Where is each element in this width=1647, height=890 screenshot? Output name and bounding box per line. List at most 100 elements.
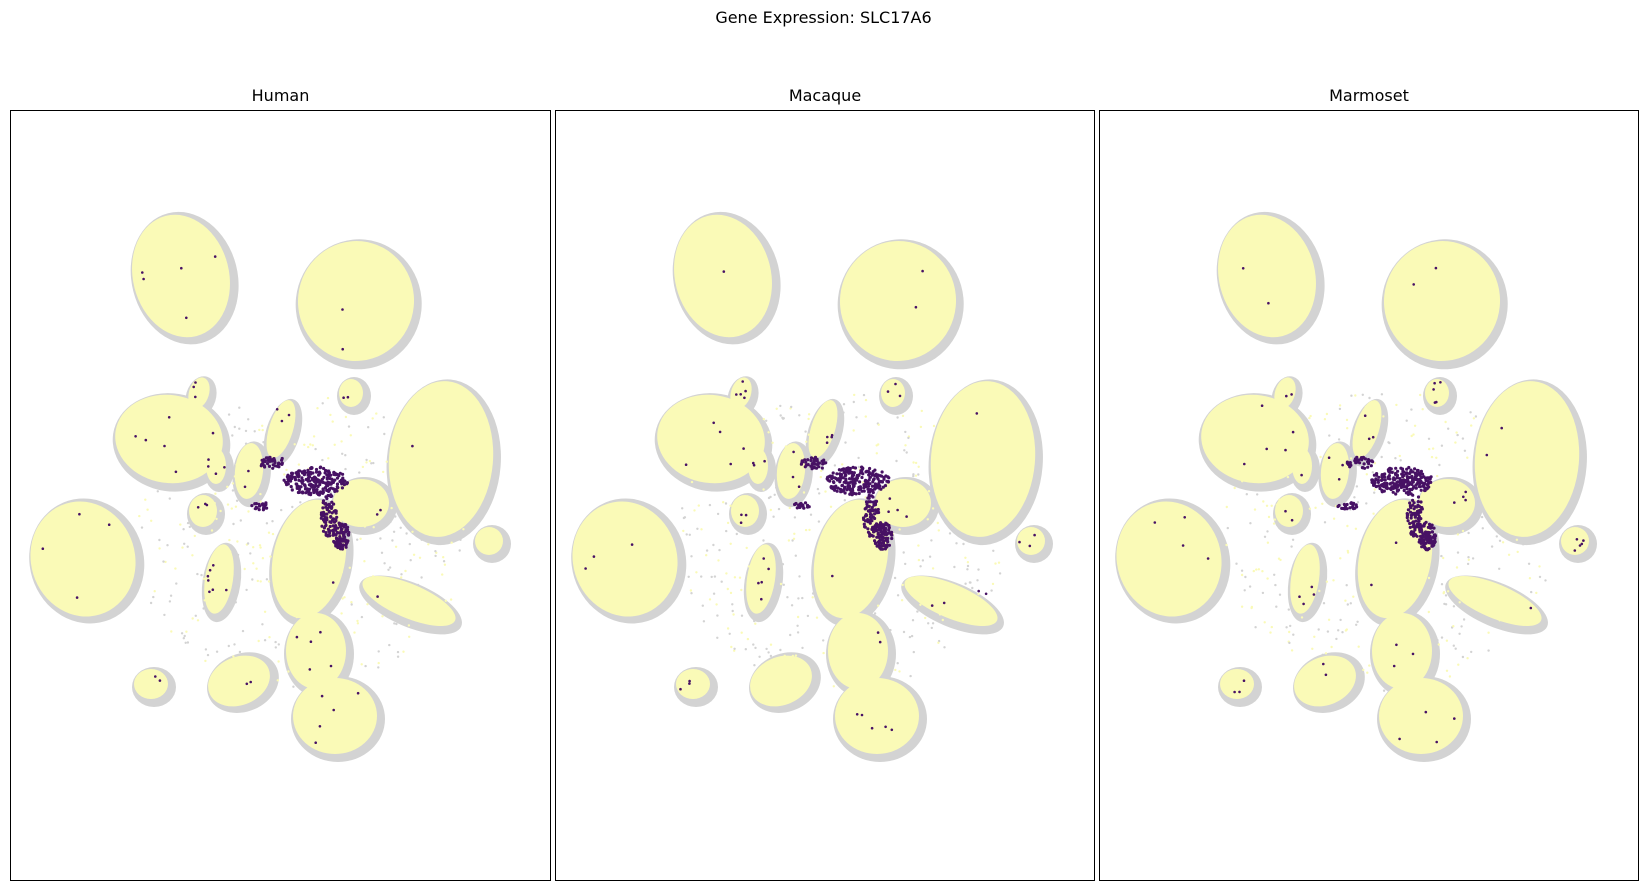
cell-point bbox=[1245, 493, 1248, 496]
expressing-cell-point bbox=[332, 708, 336, 712]
cell-point bbox=[423, 627, 427, 631]
cell-point bbox=[733, 649, 736, 652]
expressing-cell-point bbox=[154, 675, 157, 678]
cell-point bbox=[263, 639, 267, 642]
cell-point bbox=[682, 529, 685, 533]
expressing-cell-point bbox=[860, 475, 864, 480]
cell-point bbox=[1326, 630, 1330, 633]
cell-point bbox=[274, 640, 277, 644]
cell-point bbox=[816, 487, 820, 491]
expressing-cell-point bbox=[225, 588, 228, 592]
expressing-cell-point bbox=[1429, 526, 1433, 530]
cell-point bbox=[1293, 529, 1296, 533]
expressing-cell-point bbox=[1417, 504, 1421, 508]
cell-point bbox=[233, 643, 236, 646]
expressing-cell-point bbox=[320, 694, 324, 698]
cell-point bbox=[1410, 408, 1413, 411]
expressing-cell-point bbox=[1433, 533, 1437, 537]
cell-point bbox=[356, 619, 359, 623]
cell-point bbox=[793, 532, 796, 535]
cell-point bbox=[1338, 407, 1342, 411]
cell-point bbox=[912, 474, 915, 478]
cell-point bbox=[333, 443, 336, 446]
expressing-cell-point bbox=[1575, 538, 1579, 541]
cell-point bbox=[1313, 635, 1316, 638]
cell-point bbox=[796, 631, 800, 634]
expressing-cell-point bbox=[313, 480, 317, 484]
cell-point bbox=[1309, 414, 1312, 418]
cell-point bbox=[343, 596, 346, 599]
cell-point bbox=[769, 508, 772, 512]
cell-point bbox=[1373, 491, 1376, 494]
cell-point bbox=[366, 603, 369, 606]
cell-point bbox=[1332, 579, 1335, 582]
expressing-cell-point bbox=[321, 499, 326, 503]
cell-point bbox=[408, 542, 411, 546]
cell-point bbox=[321, 458, 324, 462]
expressing-cell-point bbox=[301, 478, 305, 483]
cell-point bbox=[700, 528, 703, 531]
cell-point bbox=[255, 567, 258, 570]
cell-point bbox=[864, 415, 867, 418]
expressing-cell-point bbox=[1395, 480, 1399, 485]
expressing-cell-point bbox=[873, 487, 877, 491]
cell-point bbox=[202, 577, 206, 580]
low-expression-cells bbox=[30, 214, 503, 754]
expressing-cell-point bbox=[223, 466, 226, 469]
expressing-cell-point bbox=[1420, 540, 1424, 545]
expressing-cell-point bbox=[1421, 524, 1425, 528]
expressing-cell-point bbox=[877, 535, 881, 539]
cell-point bbox=[1540, 534, 1544, 538]
cell-point bbox=[781, 563, 785, 566]
cell-point bbox=[299, 501, 302, 504]
cell-point bbox=[896, 416, 899, 419]
expressing-cell-point bbox=[324, 468, 328, 473]
cell-cluster bbox=[1372, 613, 1432, 689]
expressing-cell-point bbox=[285, 483, 289, 487]
expressing-cell-point bbox=[316, 492, 320, 497]
cell-point bbox=[1442, 592, 1445, 595]
cell-point bbox=[1421, 408, 1424, 411]
expressing-cell-point bbox=[1407, 490, 1411, 494]
cell-point bbox=[1428, 447, 1431, 451]
cell-point bbox=[1349, 457, 1353, 460]
cell-point bbox=[1444, 420, 1447, 424]
expressing-cell-point bbox=[1464, 490, 1467, 494]
expressing-cell-point bbox=[1418, 477, 1422, 482]
expressing-cell-point bbox=[868, 466, 872, 471]
expressing-cell-point bbox=[840, 483, 845, 487]
expressing-cell-point bbox=[277, 461, 281, 465]
expressing-cell-point bbox=[280, 461, 284, 465]
cell-point bbox=[853, 393, 856, 397]
cell-cluster bbox=[1320, 443, 1350, 499]
cell-point bbox=[912, 650, 915, 654]
expressing-cell-point bbox=[342, 396, 345, 400]
high-expression-cells bbox=[41, 255, 414, 744]
cell-point bbox=[1311, 647, 1314, 650]
cell-point bbox=[341, 597, 344, 600]
cell-point bbox=[358, 471, 361, 474]
cell-point bbox=[185, 630, 188, 633]
expressing-cell-point bbox=[874, 523, 878, 527]
cell-point bbox=[238, 427, 241, 430]
expressing-cell-point bbox=[247, 469, 250, 473]
cell-point bbox=[230, 507, 233, 510]
cell-point bbox=[277, 660, 280, 663]
expressing-cell-point bbox=[825, 441, 829, 445]
expressing-cell-point bbox=[1382, 475, 1387, 479]
expressing-cell-point bbox=[321, 529, 326, 533]
cell-point bbox=[206, 653, 210, 657]
cell-cluster bbox=[206, 448, 226, 484]
cell-point bbox=[775, 486, 778, 489]
cell-point bbox=[162, 560, 165, 563]
expressing-cell-point bbox=[1327, 456, 1331, 460]
expressing-cell-point bbox=[1408, 510, 1413, 514]
expressing-cell-point bbox=[883, 484, 888, 488]
cell-point bbox=[738, 576, 742, 579]
cell-point bbox=[728, 632, 731, 635]
expressing-cell-point bbox=[338, 540, 342, 544]
expressing-cell-point bbox=[1377, 484, 1381, 488]
expressing-cell-point bbox=[834, 476, 838, 481]
cell-cluster bbox=[1292, 448, 1312, 484]
cell-point bbox=[893, 576, 897, 580]
